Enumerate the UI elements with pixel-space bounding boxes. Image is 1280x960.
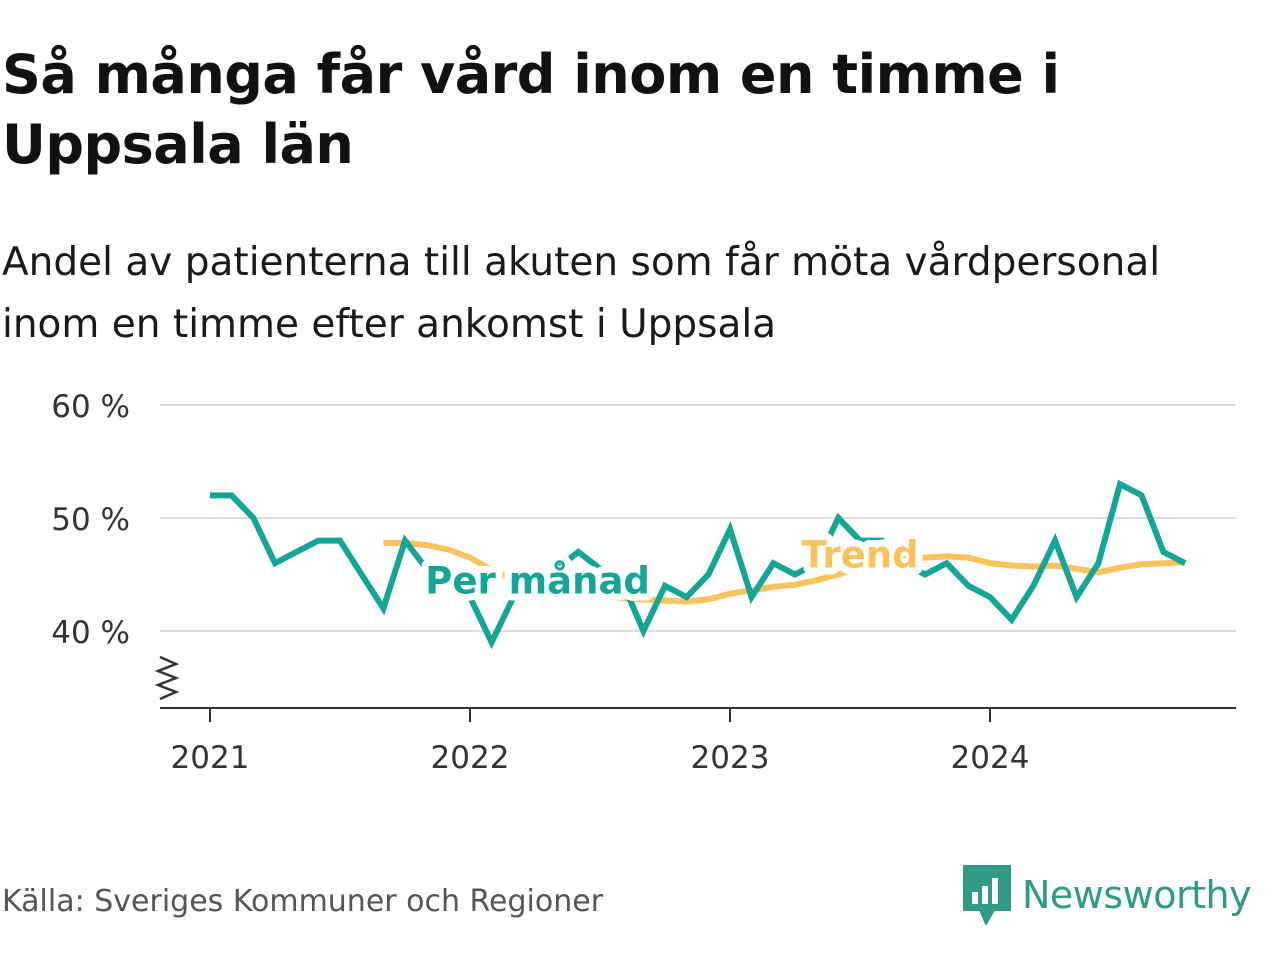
monthly-series-line: [210, 479, 1187, 650]
trend-series-line: [383, 539, 1186, 605]
newsworthy-logo-icon: [963, 865, 1011, 925]
chart-subtitle: Andel av patienterna till akuten som får…: [2, 240, 1161, 347]
monthly-label-halo: Per månad: [425, 560, 650, 603]
chart-title: Så många får vård inom en timme i Uppsal…: [2, 43, 1060, 176]
source-note: Källa: Sveriges Kommuner och Regioner: [2, 884, 604, 919]
y-axis-break-icon: [154, 655, 180, 701]
x-tick-label: 2022: [431, 740, 510, 776]
y-tick-label: 50 %: [51, 502, 130, 538]
y-axis-ticks: 40 % 50 % 60 %: [51, 389, 130, 651]
line-chart: 40 %50 %60 % 2021 2022 2023 2024 Per månadP…: [51, 389, 1236, 776]
brand-logo: Newsworthy: [962, 860, 1252, 930]
trend-label-halo: Trend: [801, 534, 918, 577]
gridlines: [160, 404, 1236, 632]
monthly-series-label: Per månad: [425, 560, 650, 603]
trend-series-label: Trend: [801, 534, 918, 577]
x-tick-label: 2024: [951, 740, 1030, 776]
y-tick-label: 60 %: [51, 389, 130, 425]
brand-name: Newsworthy: [1022, 873, 1252, 917]
x-axis-ticks: 2021 2022 2023 2024: [171, 708, 1030, 776]
y-tick-label: 40 %: [51, 615, 130, 651]
x-tick-label: 2021: [171, 740, 250, 776]
x-axis: [154, 655, 1236, 709]
x-tick-label: 2023: [691, 740, 770, 776]
series: [210, 479, 1187, 650]
